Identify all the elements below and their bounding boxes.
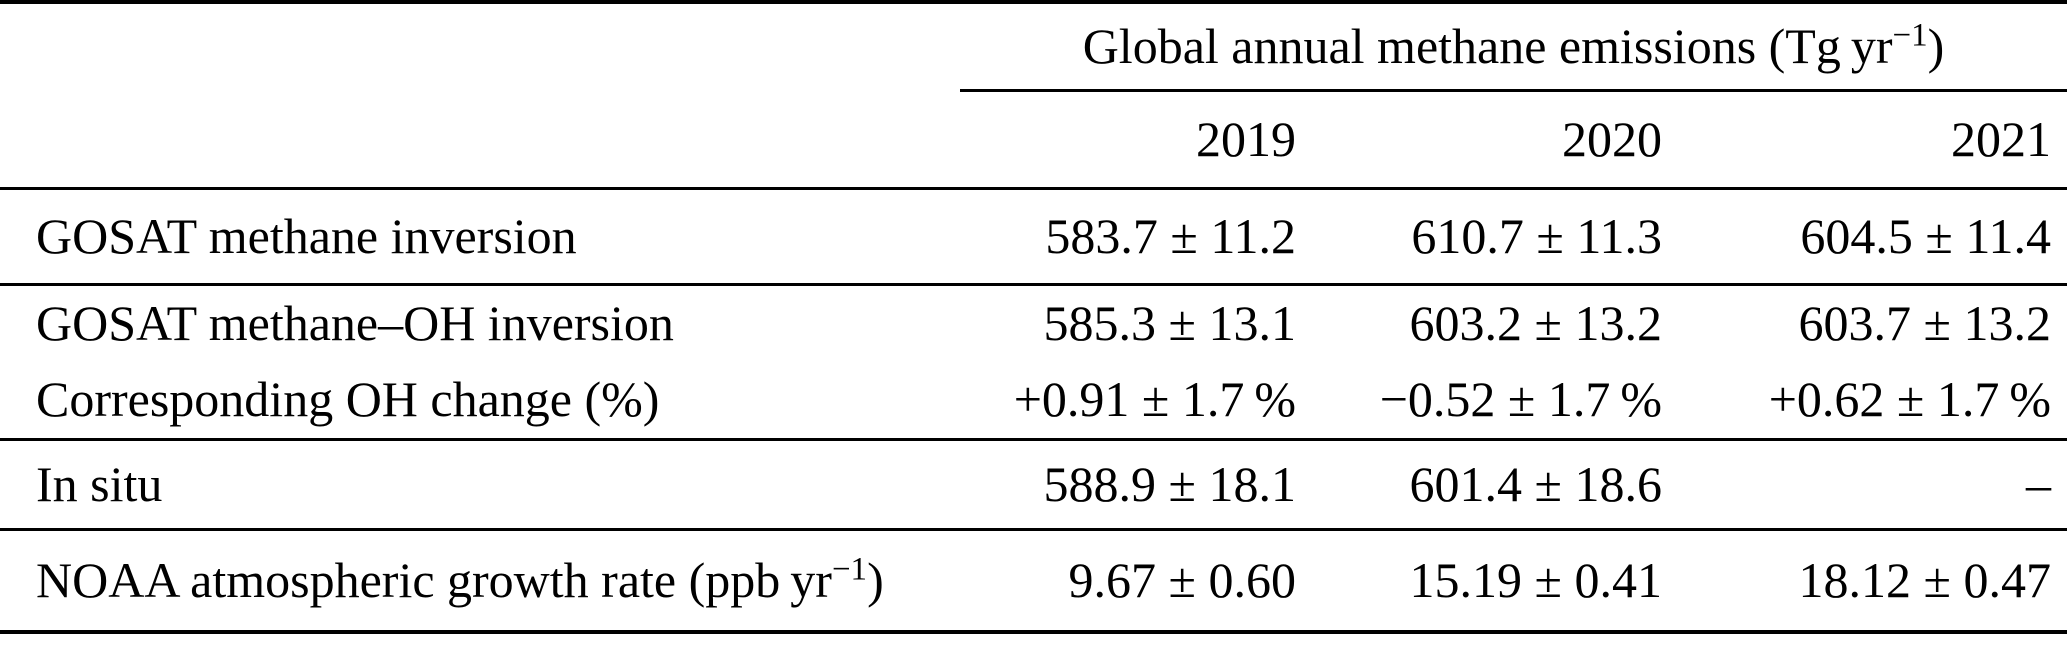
value-cell-2019: 585.3 ± 13.1 [1043, 295, 1296, 352]
table-row-gosat-methane-inversion: GOSAT methane inversion 583.7 ± 11.2 610… [0, 188, 2067, 286]
stub-cell [0, 90, 960, 190]
value-cell-2019: +0.91 ± 1.7 % [960, 361, 1312, 441]
spanner-header-text: Global annual methane emissions (Tg yr [1082, 18, 1893, 75]
row-label-text-close: ) [867, 552, 884, 609]
row-label: GOSAT methane inversion [0, 188, 960, 286]
value-cell-2020: 610.7 ± 11.3 [1312, 188, 1678, 286]
year-header-row: 2019 2020 2021 [0, 90, 2067, 190]
value-cell-2020: 603.2 ± 13.2 [1409, 295, 1662, 352]
table-row-noaa-growth-rate: NOAA atmospheric growth rate (ppb yr−1) … [0, 529, 2067, 632]
spanner-header-row: Global annual methane emissions (Tg yr−1… [0, 2, 2067, 92]
value-cell-2019: 583.7 ± 11.2 [960, 188, 1312, 286]
value-cell-2019: 588.9 ± 18.1 [960, 439, 1312, 531]
table-row-corresponding-oh-change: Corresponding OH change (%) +0.91 ± 1.7 … [0, 361, 2067, 441]
value-cell-2021: 18.12 ± 0.47 [1798, 552, 2051, 609]
year-header-2019: 2019 [960, 90, 1312, 190]
value-cell-2020: −0.52 ± 1.7 % [1312, 361, 1678, 441]
row-label: Corresponding OH change (%) [0, 361, 960, 441]
value-cell-2019: 9.67 ± 0.60 [1068, 552, 1296, 609]
value-cell-2021: +0.62 ± 1.7 % [1678, 361, 2067, 441]
stub-cell [0, 2, 960, 90]
row-label-text: NOAA atmospheric growth rate (ppb yr [36, 552, 832, 609]
spanner-header-text-close: ) [1927, 18, 1945, 75]
table-row-gosat-methane-oh-inversion: GOSAT methane–OH inversion 585.3 ± 13.1 … [0, 284, 2067, 361]
spanner-header-superscript: −1 [1892, 17, 1928, 54]
year-header-2021: 2021 [1678, 90, 2067, 190]
spanner-header: Global annual methane emissions (Tg yr−1… [960, 2, 2067, 92]
table-row-in-situ: In situ 588.9 ± 18.1 601.4 ± 18.6 – [0, 439, 2067, 531]
value-cell-2021-missing: – [1678, 439, 2067, 531]
row-label: GOSAT methane–OH inversion [36, 295, 674, 352]
row-label: NOAA atmospheric growth rate (ppb yr−1) [0, 529, 960, 632]
row-label: In situ [0, 439, 960, 531]
value-cell-2020: 15.19 ± 0.41 [1409, 552, 1662, 609]
value-cell-2021: 603.7 ± 13.2 [1798, 295, 2051, 352]
value-cell-2020: 601.4 ± 18.6 [1312, 439, 1678, 531]
row-label-superscript: −1 [831, 551, 868, 588]
value-cell-2021: 604.5 ± 11.4 [1678, 188, 2067, 286]
year-header-2020: 2020 [1312, 90, 1678, 190]
methane-emissions-table: Global annual methane emissions (Tg yr−1… [0, 0, 2067, 634]
